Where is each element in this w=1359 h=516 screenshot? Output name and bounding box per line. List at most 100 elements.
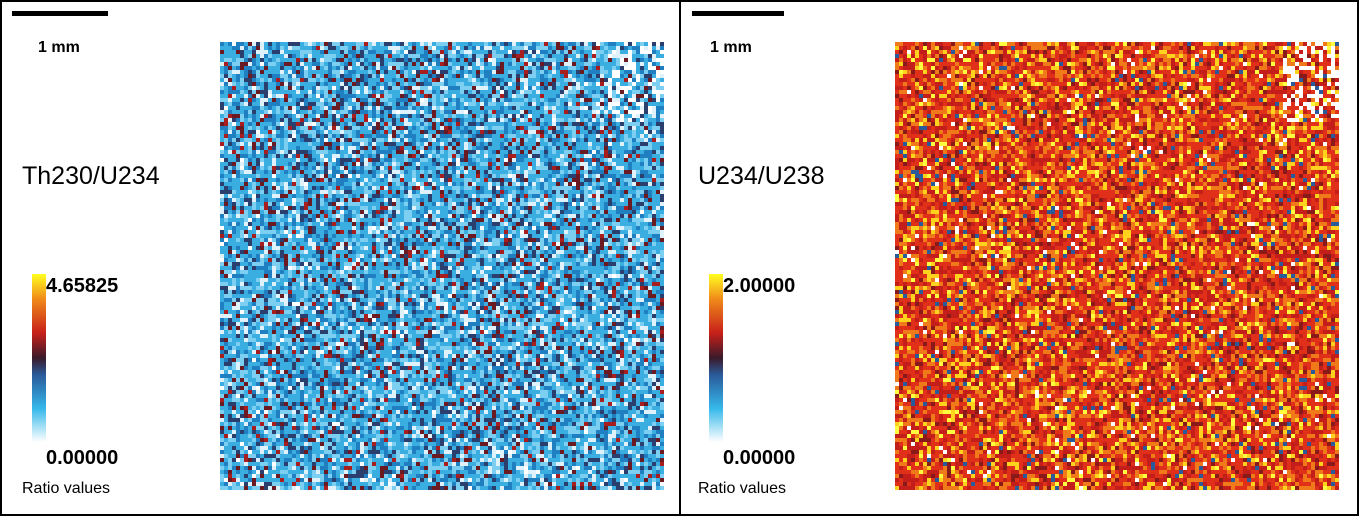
map-pixel <box>328 210 332 214</box>
map-pixel <box>604 194 608 198</box>
map-pixel <box>536 202 540 206</box>
map-pixel <box>268 158 272 162</box>
map-pixel <box>428 142 432 146</box>
map-pixel <box>620 154 624 158</box>
map-pixel <box>428 62 432 66</box>
map-pixel <box>596 214 600 218</box>
map-pixel <box>252 74 256 78</box>
map-pixel <box>636 78 640 82</box>
map-pixel <box>480 134 484 138</box>
map-pixel <box>628 94 632 98</box>
map-pixel <box>420 54 424 58</box>
map-pixel <box>648 182 652 186</box>
map-pixel <box>628 186 632 190</box>
map-pixel <box>428 198 432 202</box>
map-pixel <box>464 146 468 150</box>
map-pixel <box>500 86 504 90</box>
map-pixel <box>496 78 500 82</box>
map-pixel <box>288 106 292 110</box>
map-pixel <box>404 74 408 78</box>
map-pixel <box>244 202 248 206</box>
map-pixel <box>356 154 360 158</box>
map-pixel <box>524 178 528 182</box>
map-pixel <box>552 66 556 70</box>
map-pixel <box>232 118 236 122</box>
map-pixel <box>588 78 592 82</box>
map-pixel <box>304 174 308 178</box>
map-pixel <box>376 66 380 70</box>
map-pixel <box>388 214 392 218</box>
map-pixel <box>484 186 488 190</box>
map-pixel <box>652 98 656 102</box>
map-pixel <box>400 218 404 222</box>
map-pixel <box>220 134 224 138</box>
map-pixel <box>640 174 644 178</box>
map-pixel <box>312 134 316 138</box>
map-pixel <box>280 210 284 214</box>
map-pixel <box>272 58 276 62</box>
map-pixel <box>344 174 348 178</box>
map-pixel <box>656 106 660 110</box>
map-pixel <box>604 130 608 134</box>
map-pixel <box>544 106 548 110</box>
map-pixel <box>292 70 296 74</box>
map-pixel <box>268 218 272 222</box>
map-pixel <box>568 62 572 66</box>
map-pixel <box>400 66 404 70</box>
map-pixel <box>548 206 552 210</box>
map-pixel <box>308 74 312 78</box>
map-pixel <box>228 198 232 202</box>
map-pixel <box>472 150 476 154</box>
map-pixel <box>600 122 604 126</box>
map-pixel <box>260 182 264 186</box>
map-pixel <box>444 210 448 214</box>
map-pixel <box>528 114 532 118</box>
map-pixel <box>292 82 296 86</box>
map-pixel <box>528 106 532 110</box>
map-pixel <box>540 150 544 154</box>
map-pixel <box>280 46 284 50</box>
map-pixel <box>544 66 548 70</box>
map-pixel <box>600 62 604 66</box>
map-pixel <box>540 102 544 106</box>
map-pixel <box>648 198 652 202</box>
map-pixel <box>652 58 656 62</box>
map-pixel <box>608 218 612 222</box>
map-pixel <box>640 162 644 166</box>
map-pixel <box>440 46 444 50</box>
map-pixel <box>444 98 448 102</box>
map-pixel <box>392 214 396 218</box>
map-pixel <box>404 82 408 86</box>
map-pixel <box>440 166 444 170</box>
map-pixel <box>588 186 592 190</box>
map-pixel <box>556 46 560 50</box>
map-pixel <box>348 158 352 162</box>
map-pixel <box>488 138 492 142</box>
map-pixel <box>448 130 452 134</box>
map-pixel <box>640 86 644 90</box>
map-pixel <box>600 158 604 162</box>
map-pixel <box>636 190 640 194</box>
map-pixel <box>352 50 356 54</box>
map-pixel <box>404 198 408 202</box>
map-pixel <box>288 138 292 142</box>
map-pixel <box>404 194 408 198</box>
map-pixel <box>260 154 264 158</box>
map-pixel <box>384 50 388 54</box>
map-pixel <box>644 158 648 162</box>
map-pixel <box>552 190 556 194</box>
map-pixel <box>492 198 496 202</box>
map-pixel <box>404 66 408 70</box>
map-pixel <box>624 194 628 198</box>
map-pixel <box>476 158 480 162</box>
map-pixel <box>464 74 468 78</box>
map-pixel <box>476 122 480 126</box>
map-pixel <box>592 82 596 86</box>
map-pixel <box>616 66 620 70</box>
map-pixel <box>512 46 516 50</box>
map-pixel <box>608 66 612 70</box>
map-pixel <box>408 110 412 114</box>
map-pixel <box>544 78 548 82</box>
map-pixel <box>420 166 424 170</box>
map-pixel <box>244 58 248 62</box>
